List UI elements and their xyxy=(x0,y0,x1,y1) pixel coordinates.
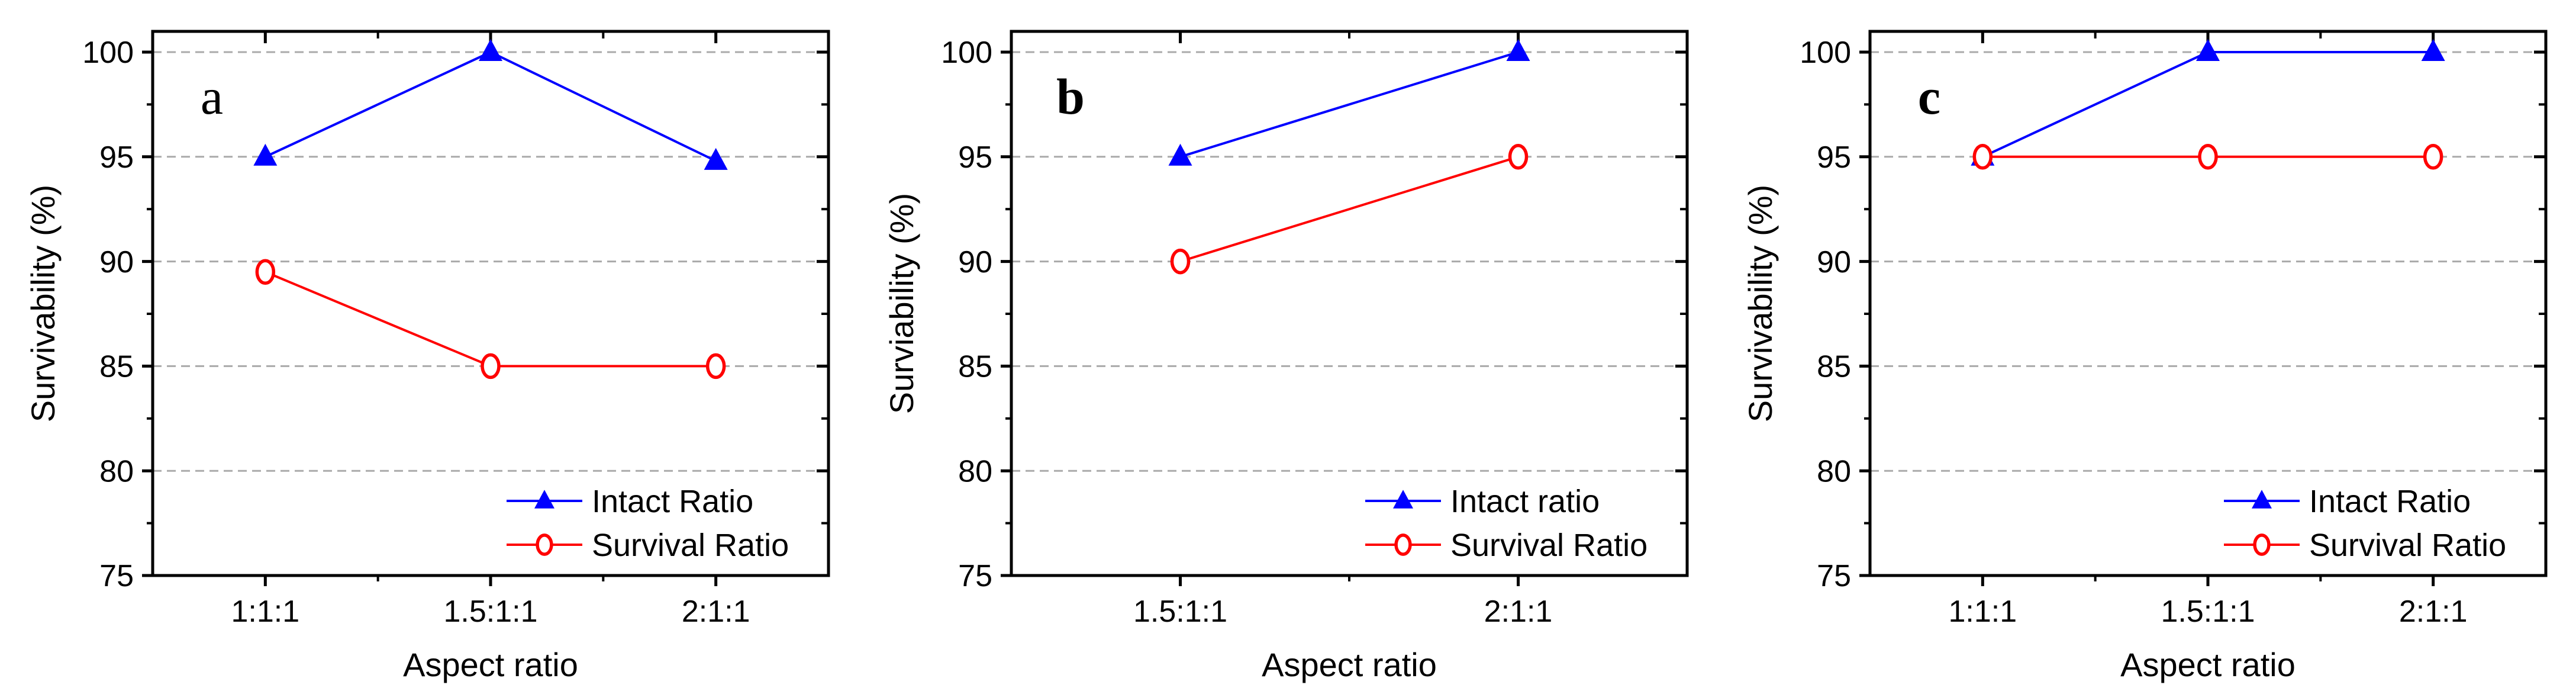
x-tick-label: 1.5:1:1 xyxy=(1133,594,1227,629)
y-tick-label: 95 xyxy=(1817,140,1851,175)
series-line-survival-ratio xyxy=(1179,155,1519,263)
panel-b: Intact ratio Survival Ratio 75 80 85 90 95 100 1… xyxy=(859,0,1717,688)
triangle-marker xyxy=(1168,143,1192,166)
y-tick-label: 90 xyxy=(99,245,134,279)
series-line-intact-ratio xyxy=(1982,51,2433,158)
legend-entry: Survival Ratio xyxy=(507,528,789,563)
open-circle-marker xyxy=(536,533,553,556)
x-tick-label: 2:1:1 xyxy=(682,594,750,629)
open-circle-marker xyxy=(1972,144,1993,170)
legend: Intact ratio Survival Ratio xyxy=(1365,484,1648,563)
legend: Intact Ratio Survival Ratio xyxy=(2224,484,2506,563)
open-circle-marker xyxy=(255,259,276,285)
open-circle-marker xyxy=(2198,144,2218,170)
open-circle-marker xyxy=(1170,248,1191,275)
series-intact-ratio xyxy=(1168,39,1530,166)
x-ticks xyxy=(1179,31,1520,586)
legend-label: Intact Ratio xyxy=(592,484,753,519)
panel-letter: b xyxy=(1056,68,1085,125)
y-tick-label: 75 xyxy=(1817,559,1851,593)
panel-b-chart: Intact ratio Survival Ratio 75 80 85 90 95 100 1… xyxy=(883,30,1689,683)
legend-entry: Intact Ratio xyxy=(507,484,753,519)
triangle-marker xyxy=(704,147,728,170)
legend-entry: Survival Ratio xyxy=(1365,528,1648,563)
triangle-marker xyxy=(2196,39,2220,61)
legend-entry: Intact ratio xyxy=(1365,484,1600,519)
x-axis-title: Aspect ratio xyxy=(403,646,578,683)
x-tick-label: 1:1:1 xyxy=(1949,594,2017,629)
legend-entry: Intact Ratio xyxy=(2224,484,2471,519)
legend-label: Survival Ratio xyxy=(1450,528,1648,563)
panel-letter: a xyxy=(201,68,223,125)
x-ticks xyxy=(263,31,718,586)
series-survival-ratio xyxy=(1972,144,2443,170)
triangle-marker xyxy=(534,490,554,509)
y-tick-label: 100 xyxy=(1800,36,1851,70)
x-tick-label: 1.5:1:1 xyxy=(443,594,537,629)
y-ticks xyxy=(142,50,828,577)
triangle-marker xyxy=(1393,490,1413,509)
legend-label: Intact Ratio xyxy=(2309,484,2471,519)
x-tick-label: 2:1:1 xyxy=(1484,594,1553,629)
triangle-marker xyxy=(479,39,502,61)
panel-a-chart: Intact Ratio Survival Ratio 75 80 85 90 95 100 1… xyxy=(24,30,830,683)
y-tick-label: 90 xyxy=(1817,245,1851,279)
panel-a: Intact Ratio Survival Ratio 75 80 85 90 95 100 1… xyxy=(0,0,859,688)
y-tick-label: 100 xyxy=(941,36,992,70)
y-axis-title: Survivability (%) xyxy=(1742,185,1779,422)
triangle-marker xyxy=(1506,39,1530,61)
y-tick-label: 80 xyxy=(99,454,134,488)
x-tick-label: 1.5:1:1 xyxy=(2161,594,2255,629)
series-survival-ratio xyxy=(1170,144,1529,275)
x-tick-label: 1:1:1 xyxy=(231,594,300,629)
legend-label: Intact ratio xyxy=(1450,484,1600,519)
y-axis-title: Surviability (%) xyxy=(883,193,920,414)
gridlines xyxy=(153,51,828,472)
open-circle-marker xyxy=(2253,533,2271,556)
y-tick-label: 75 xyxy=(958,559,992,593)
panel-c-chart: Intact Ratio Survival Ratio 75 80 85 90 95 100 1… xyxy=(1742,30,2548,683)
y-tick-label: 95 xyxy=(99,140,134,175)
y-tick-label: 100 xyxy=(82,36,134,70)
y-tick-label: 80 xyxy=(1817,454,1851,488)
gridlines xyxy=(1870,51,2546,472)
triangle-marker xyxy=(2252,490,2272,509)
triangle-marker xyxy=(253,143,278,166)
series-survival-ratio xyxy=(255,259,726,380)
y-axis-title: Survivability (%) xyxy=(24,185,62,422)
y-tick-label: 85 xyxy=(1817,350,1851,384)
legend-entry: Survival Ratio xyxy=(2224,528,2506,563)
y-ticks xyxy=(1001,50,1687,577)
gridlines xyxy=(1011,51,1687,472)
panel-c: Intact Ratio Survival Ratio 75 80 85 90 95 100 1… xyxy=(1717,0,2576,688)
x-axis-title: Aspect ratio xyxy=(2120,646,2295,683)
open-circle-marker xyxy=(705,353,726,380)
series-line-survival-ratio xyxy=(265,271,716,368)
legend-label: Survival Ratio xyxy=(592,528,789,563)
triangle-marker xyxy=(2421,39,2445,61)
series-intact-ratio xyxy=(253,39,728,170)
legend-label: Survival Ratio xyxy=(2309,528,2506,563)
y-ticks xyxy=(1859,50,2546,577)
y-tick-label: 90 xyxy=(958,245,992,279)
x-tick-label: 2:1:1 xyxy=(2399,594,2468,629)
open-circle-marker xyxy=(1394,533,1412,556)
open-circle-marker xyxy=(481,353,501,380)
open-circle-marker xyxy=(1508,144,1529,170)
series-line-intact-ratio xyxy=(1179,51,1519,158)
y-tick-label: 75 xyxy=(99,559,134,593)
y-tick-label: 95 xyxy=(958,140,992,175)
y-tick-label: 80 xyxy=(958,454,992,488)
open-circle-marker xyxy=(2423,144,2443,170)
x-axis-title: Aspect ratio xyxy=(1262,646,1437,683)
y-tick-label: 85 xyxy=(958,350,992,384)
y-tick-label: 85 xyxy=(99,350,134,384)
series-line-intact-ratio xyxy=(265,50,717,162)
panel-letter: c xyxy=(1918,68,1940,125)
legend: Intact Ratio Survival Ratio xyxy=(507,484,789,563)
